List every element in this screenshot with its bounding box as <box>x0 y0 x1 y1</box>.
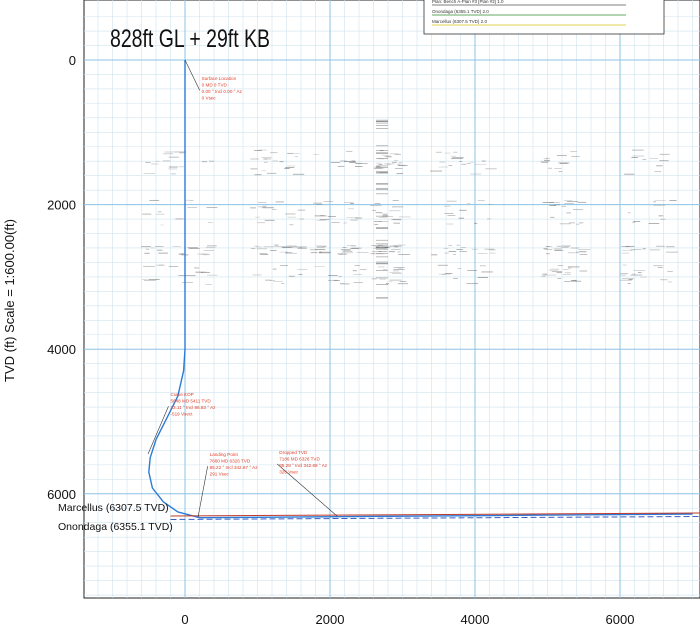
annotation-leader-1 <box>147 406 169 455</box>
annotation-text-0-1: 0 MD 0 TVD <box>202 83 228 88</box>
annotation-text-3-2: 85.28 ° Incl 342.69 ° Az <box>279 463 328 468</box>
formation-label-1: Onondaga (6355.1 TVD) <box>58 521 173 533</box>
formation-line-0 <box>170 512 700 517</box>
annotation-text-1-0: Curve KOP <box>171 392 194 397</box>
y-axis-label: TVD (ft) Scale = 1:600.00(ft) <box>2 219 17 382</box>
annotation-leader-3 <box>277 463 338 517</box>
series-layer <box>148 60 693 519</box>
x-tick-4000: 4000 <box>461 612 490 627</box>
annotation-text-3-3: 326 Vsec <box>279 470 299 475</box>
x-tick-6000: 6000 <box>606 612 635 627</box>
x-tick-2000: 2000 <box>316 612 345 627</box>
annotation-text-0-3: 0 Vsec <box>202 96 217 101</box>
legend-entry-0: Plan: Bench A-Plan #3 [Plan #2] 1.0 <box>432 0 504 4</box>
tick-labels: 0 2000 4000 6000 0 2000 4000 6000 <box>47 53 634 627</box>
annotation-text-2-3: 291 Vsec <box>210 472 230 477</box>
plot-frame <box>83 0 700 599</box>
annotation-text-0-0: Surface Location <box>202 76 237 81</box>
y-tick-2000: 2000 <box>47 198 76 213</box>
y-tick-6000: 6000 <box>47 487 76 502</box>
formation-label-0: Marcellus (6307.5 TVD) <box>58 502 169 514</box>
legend-entry-2: Marcellus (6307.5 TVD) 2.0 <box>432 19 487 24</box>
wellbore-path-0 <box>148 60 693 519</box>
formation-lines: Marcellus (6307.5 TVD) Onondaga (6355.1 T… <box>58 502 700 533</box>
y-tick-0: 0 <box>69 53 76 68</box>
annotation-leader-0 <box>184 59 200 91</box>
scan-noise <box>141 119 679 299</box>
annotation-text-2-1: 7660 MD 6326 TVD <box>210 459 251 464</box>
annotation-text-2-0: Landing Point <box>210 452 239 457</box>
annotation-text-3-1: 7186 MD 6328 TVD <box>279 457 320 462</box>
annotation-text-1-3: -519 Vsect <box>171 412 194 417</box>
legend-entry-1: Onondaga (6355.1 TVD) 2.0 <box>432 9 489 14</box>
chart-title: 828ft GL + 29ft KB <box>110 25 270 53</box>
annotation-text-3-0: Dropped TVD <box>279 450 308 455</box>
y-tick-4000: 4000 <box>47 342 76 357</box>
annotation-text-1-2: 23.11 ° Incl 86.83 ° Az <box>171 405 217 410</box>
legend: Plan: Bench A-Plan #3 [Plan #2] 1.0 Onond… <box>423 0 665 35</box>
annotation-leader-2 <box>197 466 208 517</box>
x-tick-0: 0 <box>181 612 188 627</box>
annotation-text-0-2: 0.00 ° Incl 0.00 ° Az <box>202 89 243 94</box>
formation-line-1 <box>170 515 700 520</box>
legend-box <box>423 0 665 35</box>
annotation-text-2-2: 85.22 ° Incl 342.87 ° Az <box>210 465 259 470</box>
annotation-text-1-1: 5648 MD 5411 TVD <box>171 399 212 404</box>
